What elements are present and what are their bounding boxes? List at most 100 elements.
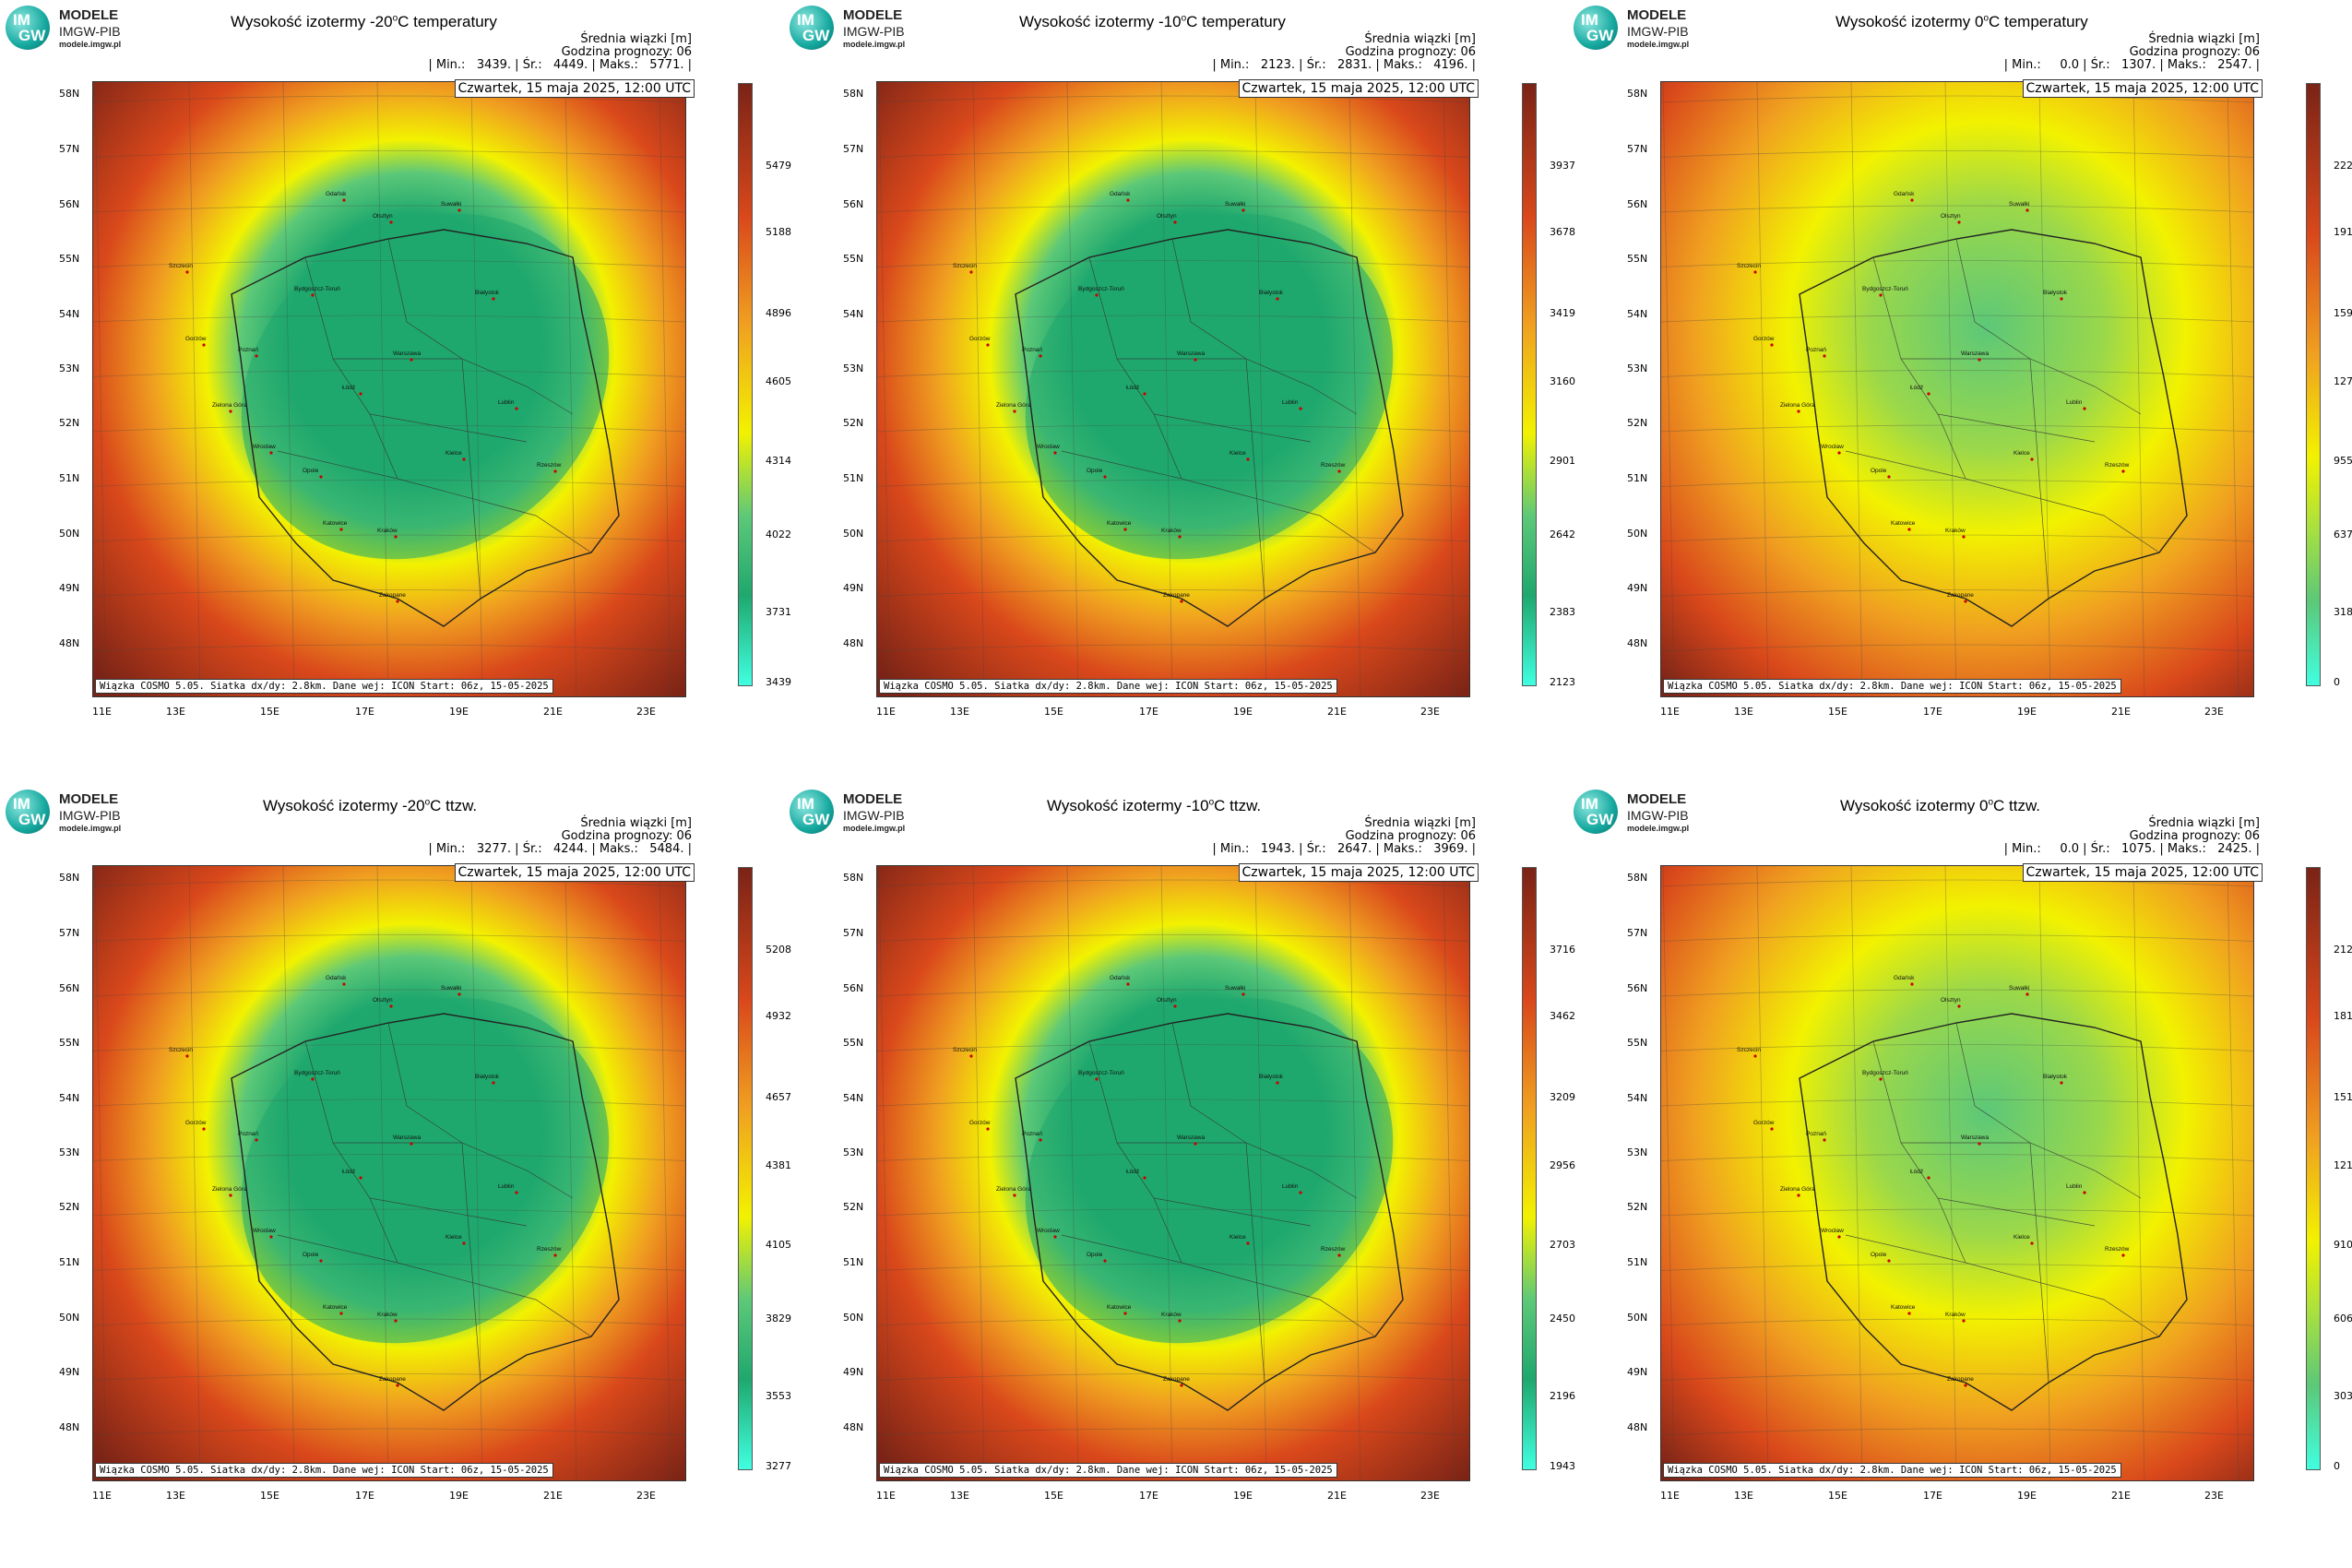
longitude-line	[659, 866, 671, 1480]
latitude-label: 49N	[59, 1366, 80, 1378]
colorbar-tick-label: 318	[2334, 606, 2352, 618]
city-label: Lublin	[2066, 399, 2083, 406]
latitude-line	[877, 1044, 1469, 1051]
logo-abbr-bottom: GW	[1586, 27, 1614, 44]
logo-line3: modele.imgw.pl	[1627, 40, 1690, 49]
latitude-line	[877, 1264, 1469, 1271]
colorbar-tick-label: 5479	[766, 160, 791, 172]
latitude-line	[1661, 1099, 2253, 1107]
city-marker	[359, 392, 362, 396]
colorbar-tick-label: 4657	[766, 1091, 791, 1103]
latitude-line	[93, 95, 685, 103]
city-label: Opole	[1087, 468, 1103, 474]
colorbar	[738, 867, 753, 1470]
logo-abbr-bottom: GW	[802, 811, 830, 828]
city-label: Rzeszów	[537, 1246, 562, 1253]
cold-core	[241, 213, 610, 560]
city-marker	[462, 1241, 466, 1245]
city-marker	[255, 354, 258, 358]
city-marker	[969, 270, 973, 274]
panel-title-prefix: Wysokość izotermy -20	[263, 797, 425, 814]
city-label: Zakopane	[379, 592, 406, 599]
logo-line2: IMGW-PIB	[59, 24, 121, 39]
colorbar-tick-label: 606	[2334, 1313, 2352, 1324]
isotherm-field: Gdańsk Olsztyn Suwałki Szczecin Bydgoszcz-To…	[1661, 866, 2253, 1480]
latitude-label: 56N	[59, 982, 80, 994]
longitude-line	[1756, 82, 1769, 696]
latitude-line	[93, 1099, 685, 1107]
city-label: Rzeszów	[2105, 1246, 2130, 1253]
city-label: Lublin	[1282, 1183, 1299, 1190]
city-label: Warszawa	[1961, 350, 1989, 357]
longitude-line	[2227, 866, 2239, 1480]
city-marker	[1180, 600, 1183, 603]
city-marker	[1241, 208, 1245, 212]
logo-line1: MODELE	[59, 791, 119, 807]
city-marker	[311, 1077, 315, 1081]
imgw-logo: IM GW MODELE IMGW-PIB modele.imgw.pl	[1574, 790, 1703, 836]
city-marker	[389, 1004, 393, 1008]
city-marker	[986, 1127, 990, 1131]
city-marker	[1143, 1176, 1146, 1180]
map-area: Gdańsk Olsztyn Suwałki Szczecin Bydgoszcz-To…	[876, 865, 1470, 1481]
latitude-line	[1661, 1154, 2253, 1161]
latitude-line	[877, 205, 1469, 213]
model-footer: Wiązka COSMO 5.05. Siatka dx/dy: 2.8km. …	[879, 1463, 1337, 1478]
longitude-line	[564, 866, 577, 1480]
longitude-line	[972, 82, 985, 696]
city-marker	[396, 600, 399, 603]
latitude-line	[1661, 315, 2253, 323]
longitude-line	[1662, 82, 1675, 696]
colorbar-tick-label: 1592	[2334, 307, 2352, 319]
latitude-line	[1661, 424, 2253, 433]
longitude-label: 17E	[355, 1490, 374, 1502]
city-label: Łódź	[342, 1169, 355, 1175]
valid-time-label: Czwartek, 15 maja 2025, 12:00 UTC	[454, 863, 695, 882]
longitude-label: 21E	[1327, 706, 1347, 718]
latitude-label: 49N	[1627, 1366, 1648, 1378]
latitude-line	[877, 480, 1469, 487]
isotherm-field: Gdańsk Olsztyn Suwałki Szczecin Bydgoszcz-To…	[877, 866, 1469, 1480]
latitude-label: 51N	[843, 1256, 864, 1268]
city-label: Szczecin	[1737, 1047, 1761, 1053]
longitude-label: 13E	[166, 706, 185, 718]
city-marker	[359, 1176, 362, 1180]
city-label: Katowice	[1107, 1304, 1132, 1311]
map-area: Gdańsk Olsztyn Suwałki Szczecin Bydgoszcz-To…	[1660, 865, 2254, 1481]
latitude-line	[877, 1099, 1469, 1107]
city-marker	[185, 1054, 189, 1058]
city-marker	[515, 407, 518, 410]
latitude-label: 51N	[59, 472, 80, 484]
imgw-logo-icon: IM GW	[6, 6, 50, 50]
colorbar-tick-label: 637	[2334, 529, 2352, 540]
logo-line3: modele.imgw.pl	[59, 824, 122, 833]
model-footer: Wiązka COSMO 5.05. Siatka dx/dy: 2.8km. …	[879, 679, 1337, 694]
colorbar-tick-label: 5188	[766, 226, 791, 238]
city-marker	[1013, 410, 1016, 413]
latitude-label: 56N	[1627, 982, 1648, 994]
colorbar-tick-label: 3277	[766, 1460, 791, 1472]
city-label: Łódź	[1910, 1169, 1923, 1175]
longitude-line	[1443, 866, 1455, 1480]
isotherm-field: Gdańsk Olsztyn Suwałki Szczecin Bydgoszcz-To…	[93, 82, 685, 696]
forecast-hour: Godzina prognozy: 06	[1345, 829, 1476, 843]
city-label: Warszawa	[393, 350, 421, 357]
city-label: Lublin	[1282, 399, 1299, 406]
longitude-label: 13E	[950, 1490, 969, 1502]
voivodeship-borders	[1061, 1022, 1376, 1384]
city-marker	[1770, 343, 1774, 347]
city-label: Kraków	[377, 1312, 398, 1318]
panel-title-suffix: C ttzw.	[430, 797, 478, 814]
logo-abbr-bottom: GW	[802, 27, 830, 44]
city-marker	[515, 1191, 518, 1194]
latitude-label: 58N	[843, 872, 864, 884]
latitude-label: 48N	[1627, 1421, 1648, 1433]
city-label: Warszawa	[1961, 1134, 1989, 1141]
latitude-label: 51N	[59, 1256, 80, 1268]
latitude-line	[93, 205, 685, 213]
latitude-label: 57N	[59, 143, 80, 155]
forecast-hour: Godzina prognozy: 06	[2129, 45, 2260, 59]
city-label: Kraków	[1945, 528, 1966, 534]
city-label: Kielce	[1229, 1234, 1246, 1241]
imgw-logo-icon: IM GW	[1574, 790, 1618, 834]
